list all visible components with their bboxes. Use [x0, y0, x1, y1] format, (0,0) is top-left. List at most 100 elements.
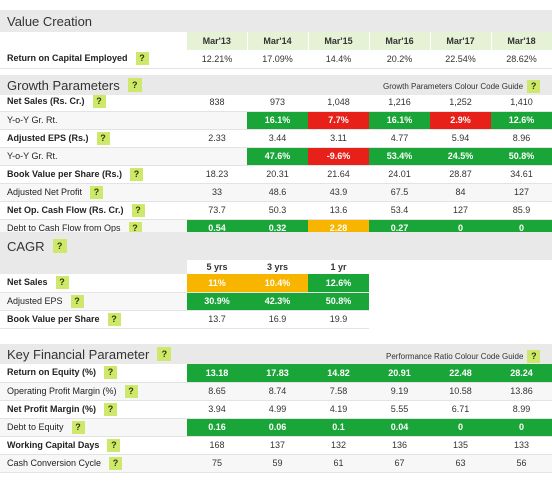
cagr-label-bvps: Book Value per Share?: [0, 310, 187, 329]
help-icon[interactable]: ?: [104, 366, 117, 380]
table-cell: 168: [187, 436, 247, 455]
table-row: Net Sales (Rs. Cr.)? 838 973 1,048 1,216…: [0, 93, 552, 112]
cagr-header-blank: [0, 260, 187, 274]
table-row: Y-o-Y Gr. Rt. 47.6% -9.6% 53.4% 24.5% 50…: [0, 147, 552, 166]
table-cell: 9.19: [369, 382, 430, 401]
table-cell: 136: [369, 436, 430, 455]
table-cell: 50.8%: [491, 147, 552, 166]
table-cell: 13.86: [491, 382, 552, 401]
help-icon[interactable]: ?: [104, 402, 117, 416]
row-label-opm: Operating Profit Margin (%)?: [0, 382, 187, 401]
table-cell: 0.04: [369, 418, 430, 437]
table-cell: 8.96: [491, 129, 552, 148]
year-header-blank: [0, 32, 187, 50]
value-creation-table: Mar'13 Mar'14 Mar'15 Mar'16 Mar'17 Mar'1…: [0, 32, 552, 69]
help-icon[interactable]: ?: [92, 95, 106, 109]
help-icon[interactable]: ?: [52, 239, 67, 253]
table-cell: 43.9: [308, 183, 369, 202]
growth-colour-guide[interactable]: Growth Parameters Colour Code Guide ?: [383, 80, 541, 93]
kfp-table: Return on Equity (%)? 13.18 17.83 14.82 …: [0, 364, 552, 473]
table-cell: 12.6%: [308, 274, 369, 293]
table-cell: 10.4%: [247, 274, 308, 293]
table-cell: 5.55: [369, 400, 430, 419]
growth-title-text: Growth Parameters: [7, 77, 120, 93]
table-cell: 75: [187, 454, 247, 473]
year-header: Mar'14: [247, 32, 309, 50]
help-icon[interactable]: ?: [71, 420, 85, 434]
help-icon[interactable]: ?: [107, 312, 121, 326]
performance-colour-guide[interactable]: Performance Ratio Colour Code Guide ?: [386, 350, 541, 363]
help-icon[interactable]: ?: [109, 456, 123, 470]
cagr-period-header: 1 yr: [330, 262, 347, 272]
table-cell: 21.64: [308, 165, 369, 184]
table-cell: 34.61: [491, 165, 552, 184]
help-icon[interactable]: ?: [96, 131, 110, 145]
table-cell: 19.9: [308, 310, 369, 329]
growth-table: Net Sales (Rs. Cr.)? 838 973 1,048 1,216…: [0, 93, 552, 238]
row-label-text: Working Capital Days: [7, 439, 100, 450]
table-cell: 132: [308, 436, 369, 455]
cagr-header-row: 5 yrs 3 yrs 1 yr: [0, 260, 369, 274]
table-cell: 53.4: [369, 201, 430, 220]
table-cell: 61: [308, 454, 369, 473]
help-icon[interactable]: ?: [130, 167, 144, 181]
table-cell: 22.54%: [430, 50, 491, 69]
table-cell: 50.8%: [308, 292, 369, 311]
cagr-header-filler: [0, 260, 187, 274]
row-label-ccc: Cash Conversion Cycle?: [0, 454, 187, 473]
row-label-text: Net Sales: [7, 277, 48, 288]
cagr-table: 5 yrs 3 yrs 1 yr Net Sales? 11% 10.4% 12…: [0, 260, 369, 329]
year-header: Mar'13: [187, 32, 248, 50]
table-row: Net Profit Margin (%)? 3.94 4.99 4.19 5.…: [0, 400, 552, 419]
table-cell: 42.3%: [247, 292, 308, 311]
help-icon[interactable]: ?: [527, 80, 541, 93]
table-cell: 24.5%: [430, 147, 491, 166]
row-label-text: Net Profit Margin (%): [7, 403, 96, 414]
table-cell: 3.94: [187, 400, 247, 419]
help-icon[interactable]: ?: [107, 438, 121, 452]
table-cell: 18.23: [187, 165, 247, 184]
table-cell: 12.21%: [187, 50, 247, 69]
value-creation-title-text: Value Creation: [7, 13, 93, 29]
help-icon[interactable]: ?: [135, 52, 149, 66]
row-label-text: Return on Capital Employed: [7, 53, 128, 64]
table-row: Cash Conversion Cycle? 75 59 61 67 63 56: [0, 454, 552, 473]
cagr-label-eps: Adjusted EPS?: [0, 292, 187, 311]
table-cell: 56: [491, 454, 552, 473]
table-cell: 14.4%: [308, 50, 369, 69]
help-icon[interactable]: ?: [90, 185, 104, 199]
table-row: Book Value per Share? 13.7 16.9 19.9: [0, 310, 369, 329]
help-icon[interactable]: ?: [55, 276, 69, 290]
table-cell: 1,048: [308, 93, 369, 112]
year-header: Mar'17: [430, 32, 492, 50]
year-header-row: Mar'13 Mar'14 Mar'15 Mar'16 Mar'17 Mar'1…: [0, 32, 552, 50]
help-icon[interactable]: ?: [127, 78, 142, 92]
row-label-net-profit: Adjusted Net Profit?: [0, 183, 187, 202]
row-label-roe: Return on Equity (%)?: [0, 364, 187, 383]
table-row: Debt to Equity? 0.16 0.06 0.1 0.04 0 0: [0, 418, 552, 437]
guide-label: Performance Ratio Colour Code Guide: [386, 352, 524, 361]
help-icon[interactable]: ?: [157, 347, 172, 361]
help-icon[interactable]: ?: [131, 203, 145, 217]
row-label-bvps: Book Value per Share (Rs.)?: [0, 165, 187, 184]
help-icon[interactable]: ?: [124, 384, 138, 398]
table-cell: 28.24: [491, 364, 552, 383]
row-label-op-cash-flow: Net Op. Cash Flow (Rs. Cr.)?: [0, 201, 187, 220]
table-cell: 8.74: [247, 382, 308, 401]
table-cell: 63: [430, 454, 491, 473]
table-cell: 1,410: [491, 93, 552, 112]
row-label-roce: Return on Capital Employed?: [0, 50, 187, 69]
table-cell: 13.6: [308, 201, 369, 220]
cagr-period-header: 3 yrs: [266, 262, 289, 272]
table-cell: 10.58: [430, 382, 491, 401]
help-icon[interactable]: ?: [70, 294, 84, 308]
row-label-npm: Net Profit Margin (%)?: [0, 400, 187, 419]
table-cell: 8.65: [187, 382, 247, 401]
table-cell: 838: [187, 93, 247, 112]
row-label-text: Net Op. Cash Flow (Rs. Cr.): [7, 204, 124, 215]
help-icon[interactable]: ?: [527, 350, 541, 363]
row-label-yoy: Y-o-Y Gr. Rt.: [0, 147, 187, 166]
help-icon[interactable]: ?: [128, 221, 142, 235]
table-cell: 53.4%: [369, 147, 430, 166]
table-cell: 17.09%: [247, 50, 308, 69]
